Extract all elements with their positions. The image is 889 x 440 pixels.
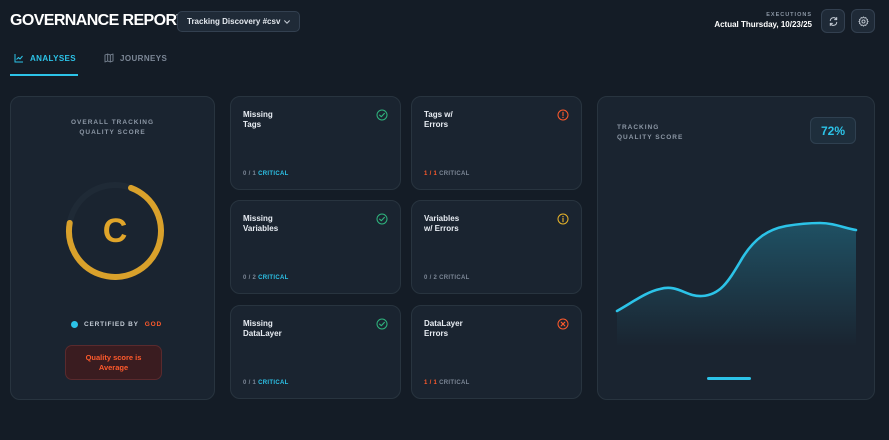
- certified-by-label: CERTIFIED BY: [84, 321, 139, 328]
- source-select[interactable]: Tracking Discovery #csv: [177, 11, 300, 32]
- trend-title-line1: TRACKING: [617, 124, 660, 131]
- info-circle-icon: [557, 213, 569, 225]
- scroll-indicator[interactable]: [707, 377, 751, 380]
- metric-level: CRITICAL: [258, 380, 289, 386]
- tab-journeys[interactable]: JOURNEYS: [104, 53, 168, 78]
- score-title-line2: QUALITY SCORE: [79, 129, 146, 136]
- source-select-label: Tracking Discovery #csv: [187, 17, 281, 26]
- metric-ratio: 0 / 2: [424, 275, 438, 281]
- metric-footer: 1 / 1 CRITICAL: [424, 171, 470, 177]
- score-gauge: [66, 182, 164, 280]
- check-circle-icon: [376, 318, 388, 330]
- metric-level: CRITICAL: [439, 380, 470, 386]
- x-circle-icon: [557, 318, 569, 330]
- metric-card[interactable]: Tags w/ Errors 1 / 1 CRITICAL: [411, 96, 582, 190]
- score-grade: C: [102, 211, 128, 250]
- alert-circle-icon: [557, 109, 569, 121]
- overall-score-card: OVERALL TRACKING QUALITY SCORE C CERTIFI…: [10, 96, 215, 400]
- header: GOVERNANCE REPORT Tracking Discovery #cs…: [0, 0, 889, 44]
- trend-title: TRACKING QUALITY SCORE: [617, 123, 683, 143]
- metric-ratio: 1 / 1: [424, 380, 438, 386]
- trend-line: [615, 221, 858, 313]
- check-circle-icon: [376, 213, 388, 225]
- quality-status-badge: Quality score is Average: [65, 345, 162, 380]
- map-icon: [104, 53, 114, 63]
- metric-card[interactable]: Missing DataLayer 0 / 1 CRITICAL: [230, 305, 401, 399]
- metric-level: CRITICAL: [439, 171, 470, 177]
- metric-level: CRITICAL: [439, 275, 470, 281]
- metric-level: CRITICAL: [258, 171, 289, 177]
- metric-footer: 0 / 1 CRITICAL: [243, 380, 289, 386]
- trend-chart: [615, 221, 858, 380]
- executions-value[interactable]: Actual Thursday, 10/23/25: [714, 20, 812, 29]
- metric-title: Missing DataLayer: [243, 319, 282, 338]
- check-circle-icon: [376, 109, 388, 121]
- metric-card[interactable]: Variables w/ Errors 0 / 2 CRITICAL: [411, 200, 582, 294]
- certified-by-value: GOD: [144, 321, 162, 328]
- metric-title: DataLayer Errors: [424, 319, 463, 338]
- metric-footer: 0 / 2 CRITICAL: [424, 275, 470, 281]
- metric-card[interactable]: Missing Variables 0 / 2 CRITICAL: [230, 200, 401, 294]
- metric-ratio: 0 / 1: [243, 171, 257, 177]
- metric-ratio: 0 / 1: [243, 380, 257, 386]
- metric-title: Missing Tags: [243, 110, 273, 129]
- status-dot: [71, 321, 78, 328]
- settings-button[interactable]: [851, 9, 875, 33]
- metric-footer: 0 / 2 CRITICAL: [243, 275, 289, 281]
- trend-value-badge: 72%: [810, 117, 856, 144]
- executions: EXECUTIONS Actual Thursday, 10/23/25: [714, 12, 812, 29]
- metric-title: Variables w/ Errors: [424, 214, 460, 233]
- metric-level: CRITICAL: [258, 275, 289, 281]
- metric-ratio: 0 / 2: [243, 275, 257, 281]
- gear-icon: [857, 15, 869, 27]
- app-title: GOVERNANCE REPORT: [10, 12, 186, 29]
- refresh-button[interactable]: [821, 9, 845, 33]
- certified-by: CERTIFIED BY GOD: [71, 321, 162, 328]
- line-chart-icon: [14, 54, 23, 63]
- tab-analyses-label: ANALYSES: [30, 54, 77, 63]
- trend-card: TRACKING QUALITY SCORE 72%: [597, 96, 875, 400]
- score-title: OVERALL TRACKING QUALITY SCORE: [11, 118, 214, 138]
- tab-journeys-label: JOURNEYS: [120, 54, 168, 63]
- tab-bar: ANALYSES JOURNEYS: [0, 48, 889, 78]
- active-tab-indicator: [10, 74, 78, 76]
- metric-card[interactable]: Missing Tags 0 / 1 CRITICAL: [230, 96, 401, 190]
- metric-card[interactable]: DataLayer Errors 1 / 1 CRITICAL: [411, 305, 582, 399]
- metric-title: Missing Variables: [243, 214, 279, 233]
- executions-caption: EXECUTIONS: [766, 12, 812, 18]
- metric-title: Tags w/ Errors: [424, 110, 453, 129]
- score-title-line1: OVERALL TRACKING: [70, 119, 155, 126]
- chevron-down-icon: [284, 19, 290, 24]
- trend-area: [617, 223, 856, 347]
- trend-title-line2: QUALITY SCORE: [617, 134, 684, 141]
- refresh-icon: [829, 16, 837, 26]
- metric-ratio: 1 / 1: [424, 171, 438, 177]
- metric-footer: 1 / 1 CRITICAL: [424, 380, 470, 386]
- tab-analyses[interactable]: ANALYSES: [14, 54, 76, 78]
- metric-footer: 0 / 1 CRITICAL: [243, 171, 289, 177]
